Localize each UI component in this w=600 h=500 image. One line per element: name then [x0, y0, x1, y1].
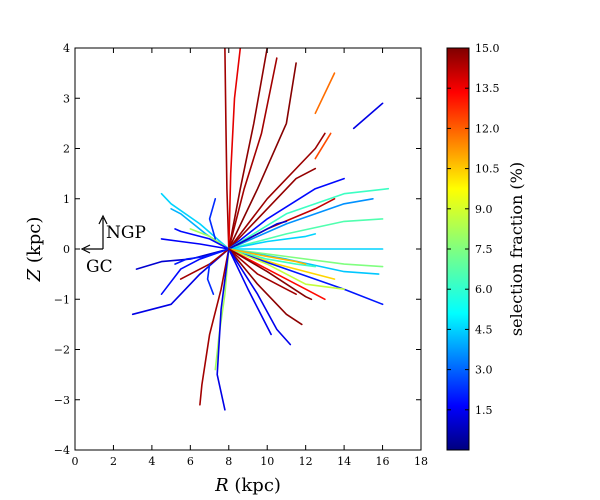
x-tick-label: 2	[110, 455, 117, 468]
colorbar-tick-label: 15.0	[475, 42, 500, 55]
sightline-04	[228, 57, 278, 250]
sightline-18	[228, 248, 384, 268]
y-tick-label: −4	[54, 444, 70, 457]
sightline-45	[228, 248, 307, 265]
ngp-arrow-head	[98, 214, 108, 225]
sightline-43	[206, 263, 215, 296]
ngp-label: NGP	[106, 223, 146, 243]
sightline-01	[224, 48, 230, 250]
y-tick-label: −2	[54, 344, 70, 357]
colorbar-tick-label: 9.0	[475, 203, 493, 216]
colorbar: 1.5 3.0 4.5 6.0 7.5 9.0 10.5 12.0 13.5 15.0 selec…	[446, 42, 526, 451]
sightline-46	[228, 248, 313, 301]
x-tick-label: 14	[337, 455, 351, 468]
y-axis-label: Z (kpc)	[24, 217, 45, 283]
sightline-10	[228, 167, 317, 250]
y-axis-ticks: −4 −3 −2 −1 0 1 2 3 4	[54, 42, 421, 457]
sightline-42	[208, 198, 217, 240]
y-tick-label: 3	[63, 92, 70, 105]
sightline-27	[228, 248, 292, 346]
colorbar-tick-label: 7.5	[475, 243, 493, 256]
sightline-05	[228, 62, 297, 250]
sightline-24	[228, 248, 326, 301]
y-tick-label: −1	[54, 293, 70, 306]
sightline-30	[214, 248, 230, 371]
sightline-28	[228, 248, 272, 336]
y-tick-label: 0	[63, 243, 70, 256]
x-tick-label: 0	[72, 455, 79, 468]
sightline-15	[228, 218, 384, 250]
sightline-06	[228, 132, 326, 250]
y-tick-label: −3	[54, 394, 70, 407]
sightline-09	[352, 102, 384, 130]
x-tick-label: 18	[414, 455, 428, 468]
sightline-07	[314, 72, 336, 115]
colorbar-tick-label: 4.5	[475, 323, 493, 336]
sightline-08	[314, 132, 332, 160]
sightline-13	[228, 198, 374, 250]
sightline-03	[228, 48, 269, 250]
y-tick-label: 2	[63, 143, 70, 156]
gc-label: GC	[86, 257, 113, 277]
sightline-12	[228, 187, 390, 250]
sightline-25	[228, 248, 297, 296]
colorbar-tick-label: 1.5	[475, 404, 493, 417]
sightline-23	[228, 248, 317, 268]
sightline-11	[228, 177, 345, 250]
sightline-36	[160, 238, 230, 250]
colorbar-tick-label: 3.0	[475, 364, 493, 377]
sightline-44	[228, 220, 288, 250]
colorbar-tick-label: 6.0	[475, 283, 493, 296]
x-tick-label: 6	[187, 455, 194, 468]
x-axis-label: R (kpc)	[214, 475, 281, 496]
direction-annotation: NGP GC	[80, 214, 146, 277]
x-tick-label: 12	[299, 455, 313, 468]
colorbar-label: selection fraction (%)	[507, 162, 526, 336]
sightline-02	[228, 48, 242, 250]
sightline-32	[131, 248, 230, 316]
sightline-29	[199, 248, 230, 406]
sightline-41	[174, 248, 230, 265]
sightline-31	[216, 248, 230, 411]
colorbar-tick-label: 10.5	[475, 163, 500, 176]
sightline-26	[228, 248, 303, 326]
colorbar-tick-label: 12.0	[475, 122, 500, 135]
sightline-35	[179, 248, 230, 280]
sightline-40	[174, 228, 230, 250]
series-layer	[131, 48, 390, 411]
x-tick-label: 16	[376, 455, 390, 468]
x-tick-label: 10	[260, 455, 274, 468]
sightline-21	[228, 248, 384, 306]
x-axis-ticks: 0 2 4 6 8 10 12 14 16 18	[72, 48, 428, 468]
y-tick-label: 1	[63, 193, 70, 206]
colorbar-ticks: 1.5 3.0 4.5 6.0 7.5 9.0 10.5 12.0 13.5 15.0	[447, 42, 500, 417]
sightline-16	[228, 233, 317, 250]
x-tick-label: 8	[225, 455, 232, 468]
y-tick-label: 4	[63, 42, 70, 55]
gc-arrow-head	[80, 244, 91, 254]
sightline-22	[228, 248, 345, 291]
colorbar-tick-label: 13.5	[475, 82, 500, 95]
sightline-34	[135, 248, 230, 270]
x-tick-label: 4	[148, 455, 155, 468]
